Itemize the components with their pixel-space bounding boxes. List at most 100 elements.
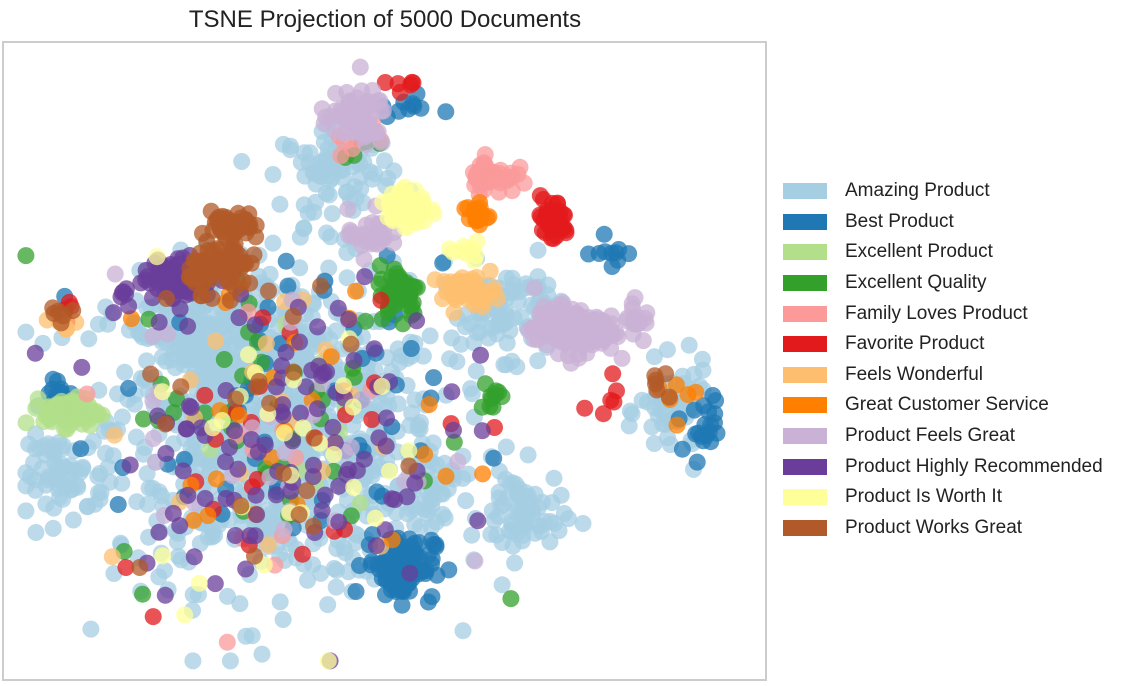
- scatter-points: [17, 58, 726, 670]
- scatter-point: [171, 300, 189, 318]
- scatter-point: [658, 341, 676, 359]
- scatter-point: [385, 162, 403, 180]
- scatter-point: [160, 263, 178, 281]
- scatter-point: [207, 470, 225, 488]
- scatter-point: [313, 501, 331, 519]
- scatter-point: [196, 490, 214, 507]
- scatter-point: [128, 493, 146, 511]
- scatter-point: [363, 411, 381, 428]
- scatter-point: [402, 340, 420, 357]
- scatter-point: [349, 526, 366, 544]
- scatter-point: [468, 233, 486, 250]
- scatter-point: [113, 474, 131, 492]
- scatter-point: [109, 496, 127, 513]
- scatter-point: [485, 280, 503, 298]
- scatter-point: [503, 182, 521, 200]
- scatter-point: [680, 336, 698, 354]
- scatter-point: [291, 333, 308, 351]
- scatter-point: [279, 277, 297, 295]
- scatter-point: [668, 416, 686, 434]
- scatter-point: [378, 409, 395, 427]
- scatter-point: [229, 460, 247, 478]
- scatter-point: [400, 193, 418, 211]
- scatter-point: [420, 396, 438, 414]
- scatter-point: [142, 365, 160, 383]
- scatter-point: [372, 133, 390, 151]
- scatter-point: [240, 205, 258, 223]
- scatter-point: [176, 606, 194, 624]
- scatter-point: [277, 344, 295, 361]
- scatter-point: [331, 106, 349, 124]
- scatter-point: [421, 327, 439, 345]
- scatter-point: [685, 401, 703, 419]
- scatter-point: [473, 205, 491, 223]
- scatter-point: [338, 244, 356, 262]
- legend-label: Product Feels Great: [845, 425, 1016, 447]
- scatter-point: [327, 578, 345, 596]
- scatter-point: [493, 534, 511, 551]
- scatter-point: [457, 492, 475, 510]
- scatter-point: [376, 521, 394, 539]
- scatter-point: [576, 399, 594, 417]
- scatter-point: [694, 361, 712, 379]
- scatter-point: [78, 497, 96, 515]
- scatter-point: [400, 457, 418, 475]
- scatter-point: [555, 206, 572, 224]
- scatter-point: [150, 313, 168, 331]
- scatter-point: [144, 430, 162, 447]
- scatter-point: [330, 513, 348, 531]
- scatter-point: [581, 328, 599, 346]
- scatter-point: [250, 372, 268, 390]
- scatter-point: [264, 234, 282, 252]
- scatter-point: [240, 346, 257, 364]
- scatter-point: [190, 574, 208, 592]
- scatter-point: [106, 265, 124, 283]
- scatter-point: [290, 506, 308, 524]
- scatter-point: [144, 608, 162, 626]
- legend-label: Product Works Great: [845, 516, 1023, 538]
- scatter-point: [394, 315, 412, 333]
- scatter-point: [226, 527, 244, 544]
- scatter-point: [473, 290, 491, 308]
- scatter-point: [246, 527, 264, 545]
- scatter-point: [334, 377, 352, 395]
- scatter-point: [660, 388, 678, 406]
- scatter-point: [217, 230, 235, 247]
- scatter-point: [449, 453, 467, 470]
- scatter-point: [203, 289, 221, 307]
- scatter-point: [230, 406, 248, 424]
- scatter-point: [227, 390, 245, 408]
- scatter-point: [213, 251, 231, 269]
- scatter-point: [186, 340, 204, 358]
- series-product-is-worth-it: [148, 178, 486, 670]
- scatter-point: [297, 378, 315, 396]
- scatter-point: [574, 515, 592, 532]
- scatter-point: [204, 523, 222, 541]
- scatter-point: [497, 438, 515, 456]
- scatter-point: [410, 534, 428, 552]
- scatter-point: [322, 348, 340, 366]
- scatter-point: [473, 422, 491, 440]
- scatter-point: [347, 282, 365, 300]
- scatter-point: [552, 329, 570, 347]
- scatter-point: [620, 245, 638, 263]
- scatter-point: [191, 244, 209, 262]
- legend-item: Great Customer Service: [783, 390, 1103, 421]
- scatter-point: [428, 456, 446, 474]
- scatter-point: [174, 462, 192, 480]
- scatter-point: [64, 511, 82, 529]
- scatter-point: [17, 247, 35, 265]
- scatter-point: [117, 559, 135, 576]
- scatter-point: [518, 507, 536, 525]
- scatter-point: [502, 590, 520, 608]
- scatter-point: [555, 505, 573, 522]
- scatter-point: [345, 352, 363, 369]
- scatter-point: [82, 620, 100, 638]
- scatter-point: [657, 365, 675, 383]
- scatter-point: [117, 280, 135, 298]
- scatter-point: [154, 547, 172, 565]
- scatter-point: [416, 445, 434, 463]
- chart-title: TSNE Projection of 5000 Documents: [188, 6, 582, 33]
- scatter-point: [366, 509, 384, 527]
- scatter-point: [519, 446, 537, 464]
